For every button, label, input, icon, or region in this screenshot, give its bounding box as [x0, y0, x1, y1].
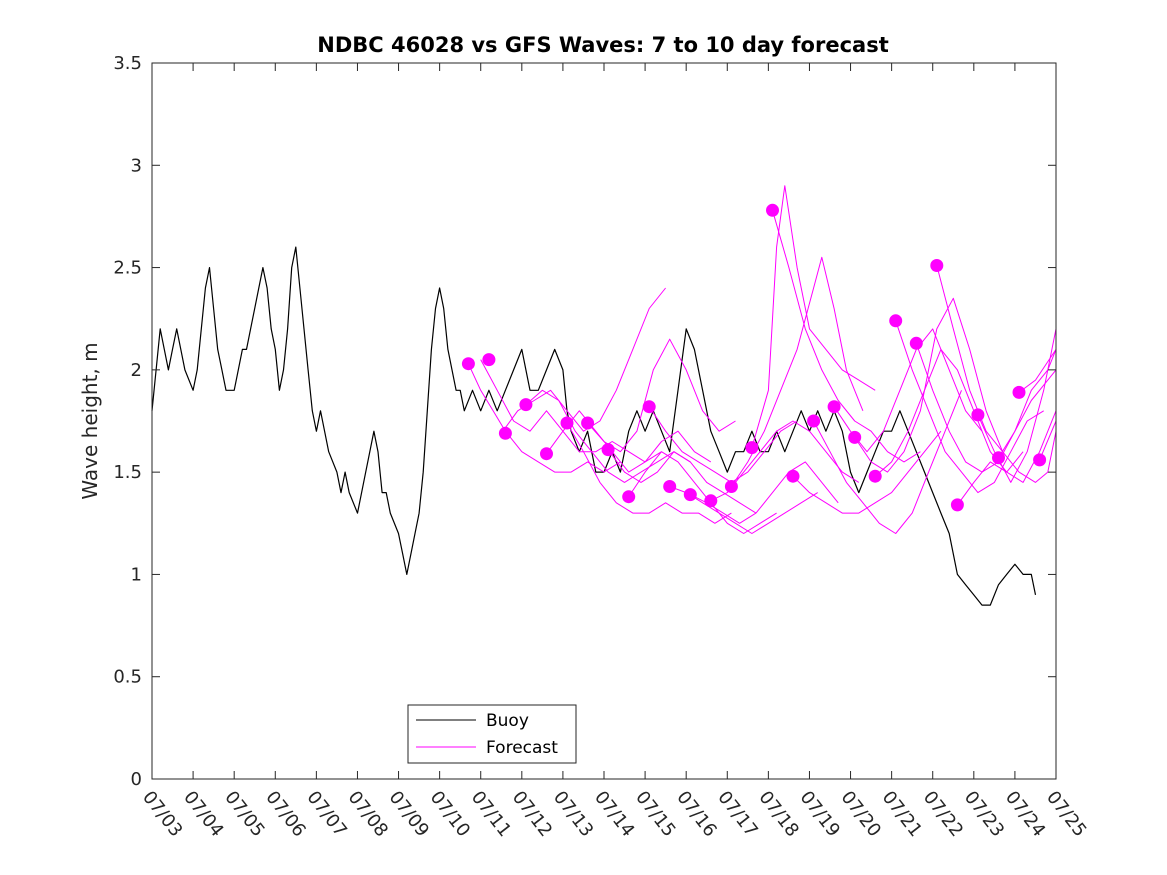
forecast-marker-23 [909, 336, 923, 350]
y-axis-label: Wave height, m [78, 342, 102, 499]
forecast-marker-29 [1033, 453, 1047, 467]
forecast-marker-14 [724, 480, 738, 493]
forecast-run-line-29 [1039, 420, 1057, 461]
forecast-run-line-6 [566, 422, 732, 524]
y-tick-label: 0.5 [113, 667, 142, 688]
plot-area [151, 185, 1057, 606]
chart-title: NDBC 46028 vs GFS Waves: 7 to 10 day for… [317, 33, 888, 57]
forecast-run-line-23 [915, 343, 1057, 473]
forecast-run-line-1 [467, 363, 621, 473]
forecast-marker-5 [540, 447, 553, 461]
y-tick-label: 1 [131, 564, 142, 585]
forecast-run-line-5 [546, 410, 712, 473]
forecast-marker-7 [581, 416, 595, 430]
forecast-run-line-2 [480, 359, 662, 463]
buoy-series-line [151, 246, 1037, 606]
forecast-run-line-12 [690, 461, 839, 524]
forecast-marker-20 [848, 430, 862, 444]
forecast-marker-4 [519, 398, 533, 412]
forecast-marker-28 [1012, 385, 1026, 399]
forecast-run-line-10 [648, 406, 798, 483]
y-tick-label: 1.5 [113, 462, 142, 483]
forecast-marker-26 [971, 408, 985, 422]
forecast-marker-18 [807, 414, 821, 428]
forecast-marker-19 [827, 400, 841, 414]
y-tick-label: 3.5 [113, 53, 142, 74]
forecast-marker-2 [482, 353, 496, 367]
y-tick-label: 3 [131, 155, 142, 176]
forecast-run-line-9 [628, 451, 777, 534]
forecast-marker-24 [930, 259, 944, 272]
forecast-run-line-18 [813, 390, 962, 534]
forecast-marker-3 [498, 426, 512, 440]
y-tick-label: 2 [131, 360, 142, 381]
legend-label-buoy: Buoy [486, 711, 529, 731]
y-tick-label: 2.5 [113, 258, 142, 279]
forecast-run-line-25 [956, 410, 1057, 506]
forecast-run-line-27 [998, 369, 1057, 459]
forecast-marker-9 [622, 490, 636, 504]
forecast-marker-8 [601, 443, 615, 457]
legend-box [407, 704, 577, 764]
forecast-run-line-8 [607, 449, 757, 514]
forecast-run-line-20 [854, 297, 1004, 473]
legend: Buoy Forecast [407, 704, 577, 764]
legend-label-forecast: Forecast [486, 738, 558, 758]
forecast-marker-13 [704, 494, 718, 508]
forecast-marker-22 [889, 314, 903, 328]
forecast-marker-6 [560, 416, 574, 430]
forecast-run-line-22 [895, 320, 1044, 494]
forecast-marker-1 [461, 357, 475, 371]
forecast-marker-15 [745, 441, 759, 455]
forecast-run-line-15 [751, 185, 876, 448]
forecast-marker-25 [950, 498, 964, 512]
forecast-marker-10 [642, 400, 656, 414]
forecast-marker-12 [683, 488, 697, 502]
forecast-run-line-4 [525, 389, 691, 483]
forecast-marker-17 [786, 469, 800, 483]
forecast-marker-16 [766, 203, 779, 217]
forecast-run-line-28 [1018, 349, 1057, 393]
forecast-marker-27 [992, 451, 1005, 465]
forecast-marker-11 [663, 480, 677, 493]
forecast-run-line-26 [977, 328, 1057, 483]
forecast-run-line-16 [772, 210, 921, 463]
y-tick-label: 0 [131, 769, 142, 790]
forecast-marker-21 [868, 469, 882, 483]
